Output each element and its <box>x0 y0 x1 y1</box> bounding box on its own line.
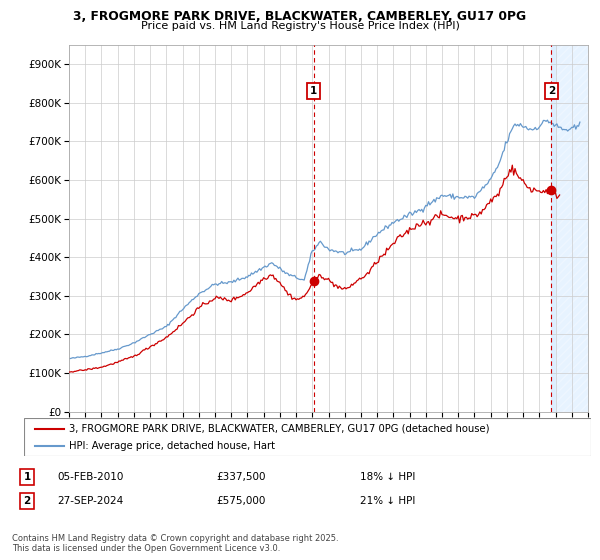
Text: Price paid vs. HM Land Registry's House Price Index (HPI): Price paid vs. HM Land Registry's House … <box>140 21 460 31</box>
Text: 2: 2 <box>23 496 31 506</box>
Text: 1: 1 <box>310 86 317 96</box>
Text: 27-SEP-2024: 27-SEP-2024 <box>57 496 123 506</box>
Text: 3, FROGMORE PARK DRIVE, BLACKWATER, CAMBERLEY, GU17 0PG: 3, FROGMORE PARK DRIVE, BLACKWATER, CAMB… <box>73 10 527 23</box>
Text: HPI: Average price, detached house, Hart: HPI: Average price, detached house, Hart <box>70 441 275 451</box>
Text: 1: 1 <box>23 472 31 482</box>
FancyBboxPatch shape <box>24 418 591 456</box>
Text: Contains HM Land Registry data © Crown copyright and database right 2025.
This d: Contains HM Land Registry data © Crown c… <box>12 534 338 553</box>
Text: 18% ↓ HPI: 18% ↓ HPI <box>360 472 415 482</box>
Text: £575,000: £575,000 <box>216 496 265 506</box>
Bar <box>556 45 588 412</box>
Text: 05-FEB-2010: 05-FEB-2010 <box>57 472 124 482</box>
Text: 2: 2 <box>548 86 555 96</box>
Text: £337,500: £337,500 <box>216 472 265 482</box>
Text: 21% ↓ HPI: 21% ↓ HPI <box>360 496 415 506</box>
Text: 3, FROGMORE PARK DRIVE, BLACKWATER, CAMBERLEY, GU17 0PG (detached house): 3, FROGMORE PARK DRIVE, BLACKWATER, CAMB… <box>70 424 490 434</box>
Bar <box>551 45 588 412</box>
